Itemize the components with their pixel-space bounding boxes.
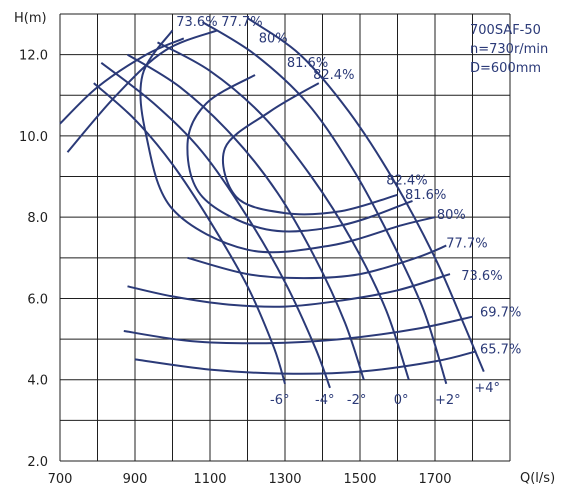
efficiency-label: 77.7%: [446, 237, 487, 252]
blade-angle-label: 0°: [394, 393, 409, 408]
y-tick-label: 4.0: [27, 374, 48, 389]
y-tick-label: 6.0: [27, 292, 48, 307]
blade-angle-curve: [246, 17, 485, 372]
efficiency-label: 73.6%: [461, 269, 502, 284]
axes: 700 900 1100 1300 1500 1700 2.0 4.0 6.0 8.0 10.0 12…: [19, 49, 452, 487]
efficiency-label: 82.4%: [386, 174, 427, 189]
info-box: 700SAF-50 n=730r/min D=600mm: [470, 23, 548, 76]
efficiency-curve: [134, 350, 477, 375]
efficiency-curve: [59, 37, 185, 125]
x-tick-label: 1300: [268, 472, 301, 487]
blade-angle-label: -2°: [347, 393, 366, 408]
blade-angle-label: -6°: [270, 393, 289, 408]
blade-angle-curve: [201, 21, 448, 385]
x-axis-label: Q(l/s): [520, 471, 555, 486]
blade-angle-curve: [126, 53, 365, 381]
y-axis-label: H(m): [14, 11, 47, 26]
blade-angle-label: -4°: [315, 393, 334, 408]
x-tick-label: 900: [123, 472, 148, 487]
info-model: 700SAF-50: [470, 23, 541, 38]
y-tick-label: 8.0: [27, 211, 48, 226]
efficiency-label: 69.7%: [480, 306, 521, 321]
x-tick-label: 1500: [343, 472, 376, 487]
blade-angle-curve: [93, 82, 286, 385]
efficiency-curve: [139, 29, 436, 254]
blade-angle-curve: [157, 41, 410, 381]
efficiency-curve: [221, 82, 398, 216]
y-tick-label: 12.0: [19, 49, 48, 64]
curves: [59, 17, 485, 389]
x-tick-label: 1700: [418, 472, 451, 487]
efficiency-curve: [186, 74, 413, 233]
efficiency-label: 80%: [259, 31, 288, 46]
y-tick-label: 10.0: [19, 130, 48, 145]
blade-angle-label: +4°: [474, 381, 500, 396]
info-speed: n=730r/min: [470, 42, 548, 57]
efficiency-label: 81.6%: [405, 188, 446, 203]
blade-angle-label: +2°: [435, 393, 461, 408]
efficiency-curve: [123, 315, 473, 345]
efficiency-label: 81.6%: [287, 56, 328, 71]
efficiency-curve: [127, 273, 451, 308]
efficiency-label: 73.6%: [176, 15, 217, 30]
efficiency-label: 65.7%: [480, 342, 521, 357]
curve-labels: 73.6% 77.7%80%81.6%82.4%82.4%81.6%80%77.7…: [176, 15, 521, 408]
y-tick-label: 2.0: [27, 455, 48, 470]
info-diameter: D=600mm: [470, 61, 541, 76]
efficiency-curve: [66, 29, 218, 153]
x-tick-label: 1100: [193, 472, 226, 487]
x-tick-label: 700: [48, 472, 73, 487]
blade-angle-curve: [100, 62, 331, 389]
efficiency-curve: [187, 244, 447, 280]
efficiency-label: 77.7%: [221, 15, 262, 30]
efficiency-label: 82.4%: [313, 68, 354, 83]
efficiency-label: 80%: [437, 208, 466, 223]
